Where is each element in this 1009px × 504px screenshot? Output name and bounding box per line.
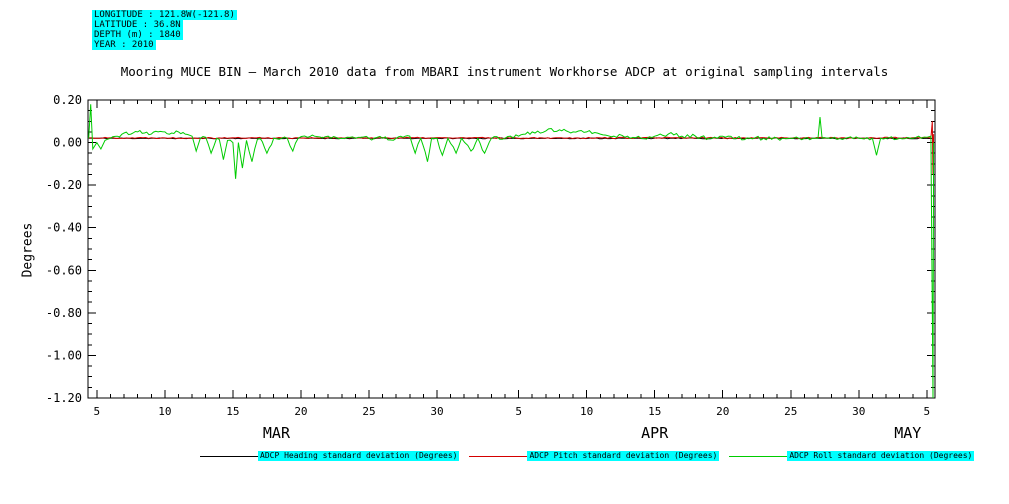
x-tick-label: 30 xyxy=(430,405,443,418)
legend-item-heading: ADCP Heading standard deviation (Degrees… xyxy=(200,451,460,461)
chart-title: Mooring MUCE BIN — March 2010 data from … xyxy=(120,64,889,79)
x-tick-label: 20 xyxy=(716,405,729,418)
x-tick-label: 25 xyxy=(362,405,375,418)
metadata-latitude: LATITUDE : 36.8N xyxy=(92,20,183,30)
x-tick-label: 30 xyxy=(852,405,865,418)
y-tick-label: 0.00 xyxy=(53,136,82,150)
x-tick-label: 20 xyxy=(294,405,307,418)
x-tick-label: 15 xyxy=(226,405,239,418)
plot-frame xyxy=(87,99,936,399)
series-path-2 xyxy=(88,104,935,398)
month-label: MAR xyxy=(263,424,291,442)
legend-label-pitch: ADCP Pitch standard deviation (Degrees) xyxy=(527,451,720,461)
series-path-1 xyxy=(88,121,935,175)
x-tick-label: 5 xyxy=(924,405,931,418)
y-tick-label: -0.80 xyxy=(46,306,82,320)
legend-label-roll: ADCP Roll standard deviation (Degrees) xyxy=(787,451,975,461)
metadata-longitude: LONGITUDE : 121.8W(-121.8) xyxy=(92,10,237,20)
x-tick-label: 5 xyxy=(515,405,522,418)
legend-item-pitch: ADCP Pitch standard deviation (Degrees) xyxy=(469,451,720,461)
metadata-box: LONGITUDE : 121.8W(-121.8) LATITUDE : 36… xyxy=(92,10,237,50)
legend-line-swatch-pitch xyxy=(469,455,528,457)
y-tick-label: -1.20 xyxy=(46,391,82,405)
month-label: APR xyxy=(641,424,669,442)
x-tick-label: 10 xyxy=(158,405,171,418)
x-tick-label: 25 xyxy=(784,405,797,418)
y-tick-label: -0.20 xyxy=(46,178,82,192)
y-tick-label: 0.20 xyxy=(53,93,82,107)
x-tick-label: 15 xyxy=(648,405,661,418)
legend-label-heading: ADCP Heading standard deviation (Degrees… xyxy=(258,451,460,461)
legend-item-roll: ADCP Roll standard deviation (Degrees) xyxy=(729,451,975,461)
metadata-depth: DEPTH (m) : 1840 xyxy=(92,30,183,40)
x-tick-label: 5 xyxy=(94,405,101,418)
y-tick-label: -0.60 xyxy=(46,263,82,277)
month-label: MAY xyxy=(894,424,921,442)
y-tick-label: -1.00 xyxy=(46,348,82,362)
metadata-year: YEAR : 2010 xyxy=(92,40,156,50)
legend-line-swatch-heading xyxy=(200,455,258,457)
legend: ADCP Heading standard deviation (Degrees… xyxy=(200,451,975,461)
legend-line-swatch-roll xyxy=(729,455,788,457)
y-tick-label: -0.40 xyxy=(46,221,82,235)
x-tick-label: 10 xyxy=(580,405,593,418)
